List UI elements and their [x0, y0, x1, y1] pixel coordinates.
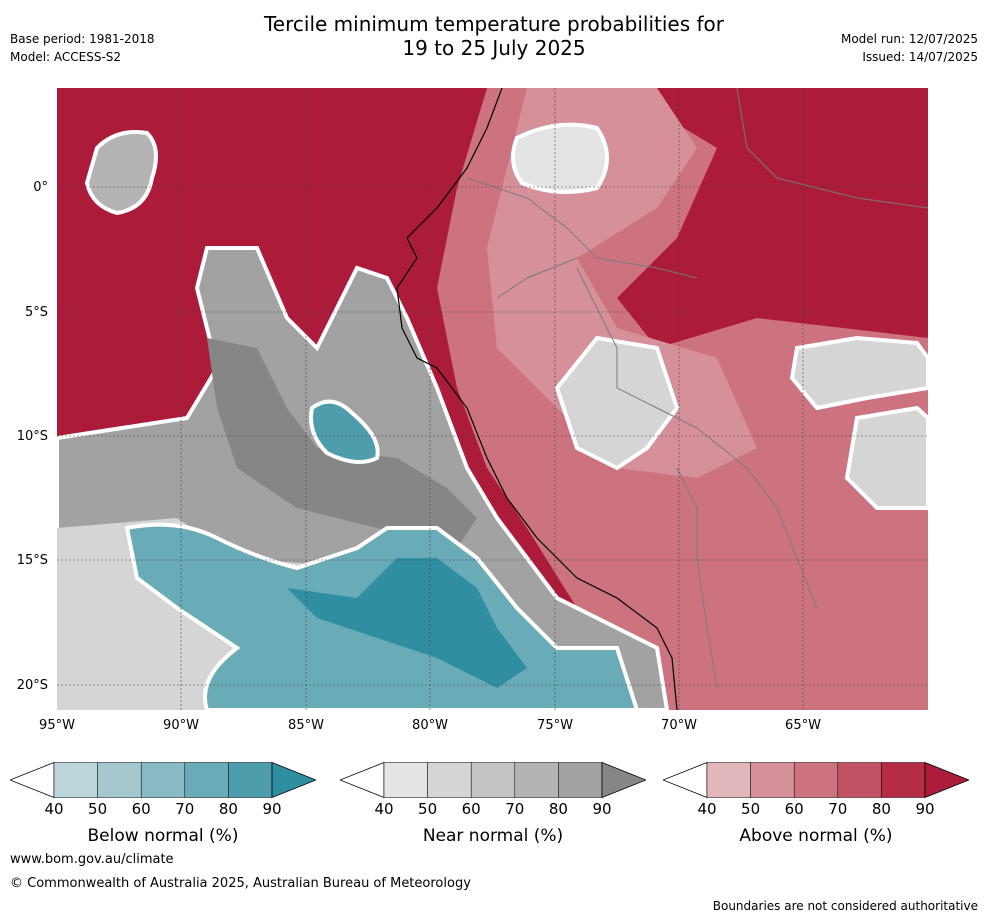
colorbar-tick-label: 90: [592, 800, 612, 818]
colorbar-cell: [750, 762, 795, 798]
colorbar-cell: [793, 762, 839, 798]
colorbar-tick-label: 50: [418, 800, 438, 818]
colorbar-over-triangle: [271, 762, 316, 798]
map-title: Tercile minimum temperature probabilitie…: [0, 12, 988, 60]
colorbar-tick-label: 80: [871, 800, 891, 818]
lon-label-65w: 65°W: [785, 718, 821, 733]
colorbar-cell: [383, 762, 428, 798]
lon-label-90w: 90°W: [163, 718, 199, 733]
colorbar-cell: [470, 762, 516, 798]
footer-disclaimer: Boundaries are not considered authoritat…: [712, 899, 978, 913]
meta-left: Base period: 1981-2018 Model: ACCESS-S2: [10, 30, 155, 66]
model-run: Model run: 12/07/2025: [840, 32, 978, 46]
colorbar-under-triangle: [10, 762, 55, 798]
colorbar-tick-label: 60: [131, 800, 151, 818]
colorbar-cell: [140, 762, 186, 798]
colorbar-tick-label: 50: [741, 800, 761, 818]
colorbar-under-triangle: [340, 762, 385, 798]
colorbar-cell: [427, 762, 472, 798]
near-normal-mid-patch: [554, 335, 680, 471]
lat-label-10s: 10°S: [16, 429, 48, 444]
colorbar-over-triangle: [924, 762, 969, 798]
colorbar-tick-label: 40: [374, 800, 394, 818]
issued-date: Issued: 14/07/2025: [862, 50, 978, 64]
lon-label-95w: 95°W: [39, 718, 75, 733]
colorbar-cell: [514, 762, 559, 798]
colorbar-title: Below normal (%): [87, 826, 239, 846]
colorbar-tick-label: 90: [262, 800, 282, 818]
near-normal-east-patch: [789, 335, 928, 411]
near-normal-se-patch: [844, 405, 928, 510]
model-name: Model: ACCESS-S2: [10, 50, 122, 64]
colorbar-cell: [706, 762, 751, 798]
colorbar-tick-label: 60: [461, 800, 481, 818]
colorbar-cell: [53, 762, 98, 798]
colorbar-2: [340, 762, 646, 798]
title-line-2: 19 to 25 July 2025: [402, 36, 586, 60]
coastline: [396, 88, 678, 710]
colorbar-title: Near normal (%): [422, 826, 564, 846]
near-normal-north-patch: [511, 122, 609, 194]
footer-copyright: © Commonwealth of Australia 2025, Austra…: [10, 876, 471, 891]
lon-label-85w: 85°W: [288, 718, 324, 733]
colorbar-tick-label: 60: [784, 800, 804, 818]
below-normal-small-patch: [309, 399, 380, 464]
lat-label-20s: 20°S: [16, 678, 48, 693]
graticule: [57, 88, 928, 710]
colorbar-tick-label: 40: [697, 800, 717, 818]
lat-label-0: 0°: [33, 180, 48, 195]
colorbar-cell: [881, 762, 926, 798]
colorbar-tick-label: 70: [828, 800, 848, 818]
colorbar-cell: [184, 762, 229, 798]
colorbar-over-triangle: [601, 762, 646, 798]
title-line-1: Tercile minimum temperature probabilitie…: [263, 12, 725, 36]
base-period: Base period: 1981-2018: [10, 32, 155, 46]
colorbar-tick-label: 80: [548, 800, 568, 818]
colorbar-tick-label: 70: [175, 800, 195, 818]
below-normal-dark-core: [287, 558, 527, 688]
colorbar-tick-label: 40: [44, 800, 64, 818]
colorbar-1: [10, 762, 316, 798]
colorbar-3: [663, 762, 969, 798]
footer-url[interactable]: www.bom.gov.au/climate: [10, 852, 174, 867]
near-normal-dark-core: [207, 338, 477, 548]
probability-map: [57, 88, 928, 710]
near-normal-nw-patch: [84, 130, 158, 216]
lon-label-70w: 70°W: [661, 718, 697, 733]
colorbar-cell: [558, 762, 603, 798]
colorbar-cell: [837, 762, 882, 798]
colorbar-title: Above normal (%): [739, 826, 893, 846]
country-borders: [466, 88, 928, 689]
colorbar-tick-label: 80: [218, 800, 238, 818]
colorbar-tick-label: 90: [915, 800, 935, 818]
colorbar-tick-label: 70: [505, 800, 525, 818]
meta-right: Model run: 12/07/2025 Issued: 14/07/2025: [841, 30, 978, 66]
colorbar-tick-label: 50: [88, 800, 108, 818]
lon-label-75w: 75°W: [537, 718, 573, 733]
lat-label-15s: 15°S: [16, 553, 48, 568]
colorbar-cell: [97, 762, 142, 798]
colorbar-cell: [228, 762, 273, 798]
lat-label-5s: 5°S: [24, 305, 48, 320]
colorbar-under-triangle: [663, 762, 708, 798]
lon-label-80w: 80°W: [412, 718, 448, 733]
